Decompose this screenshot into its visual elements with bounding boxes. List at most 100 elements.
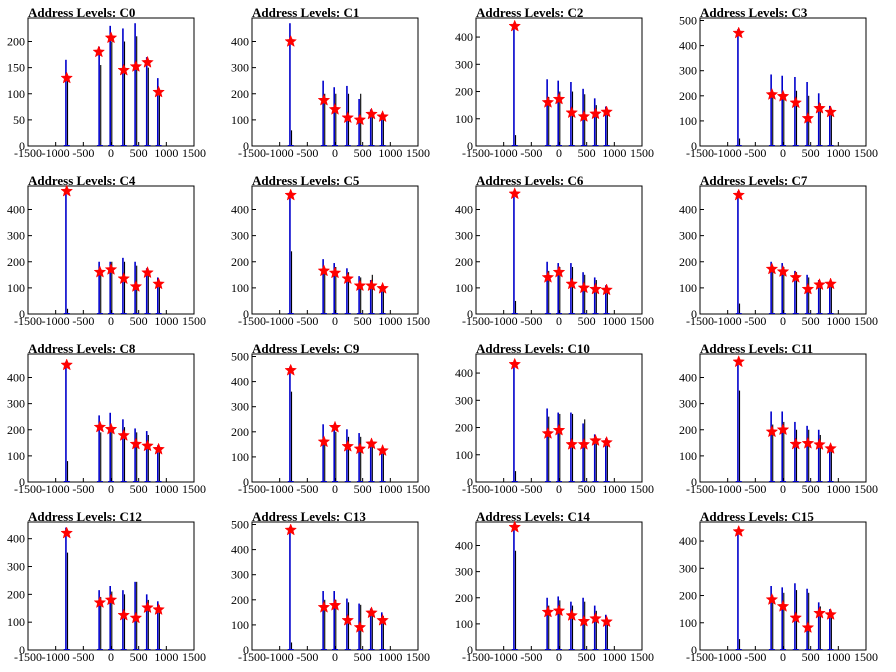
y-tick-label: 200 — [455, 591, 473, 605]
x-tick-label: -500 — [72, 650, 94, 664]
peak-star-marker — [732, 524, 746, 537]
peak-star-marker — [552, 604, 566, 617]
x-tick-label: 1500 — [854, 650, 878, 664]
y-tick-label: 100 — [7, 449, 25, 463]
peak-star-marker — [577, 437, 591, 450]
plot-frame — [699, 185, 867, 315]
y-tick-label: 100 — [455, 617, 473, 631]
peak-star-marker — [565, 608, 579, 621]
y-tick-label: 0 — [19, 139, 25, 153]
x-tick-label: 500 — [802, 314, 820, 328]
x-tick-label: -1500 — [462, 650, 490, 664]
plot-frame — [699, 521, 867, 651]
y-tick-label: 0 — [19, 475, 25, 489]
panel-title: Address Levels: C6 — [476, 173, 584, 188]
peak-star-marker — [353, 113, 367, 126]
x-tick-label: -1500 — [14, 482, 42, 496]
x-tick-label: 0 — [332, 146, 338, 160]
x-tick-label: 1000 — [826, 314, 850, 328]
x-tick-label: -1500 — [238, 650, 266, 664]
x-tick-label: 1000 — [378, 146, 402, 160]
y-tick-label: 400 — [455, 30, 473, 44]
x-tick-label: -1500 — [686, 314, 714, 328]
y-tick-label: 200 — [7, 35, 25, 49]
panel-title: Address Levels: C15 — [700, 509, 814, 524]
x-tick-label: 0 — [780, 650, 786, 664]
histogram-plot: 0 100 200 300 400 -1500 -1000 -500 0 500 1000 1500 — [7, 184, 206, 328]
y-tick-label: 400 — [455, 539, 473, 553]
peak-star-marker — [317, 93, 331, 106]
histogram-plot: 0 100 200 300 400 -1500 -1000 -500 0 500 1000 1500 — [455, 520, 654, 664]
x-tick-label: -1000 — [42, 482, 70, 496]
peak-star-marker — [589, 612, 602, 625]
peak-star-marker — [317, 600, 331, 613]
plot-frame — [699, 353, 867, 483]
peak-star-marker — [93, 265, 107, 278]
peak-star-marker — [60, 71, 74, 84]
panel-title: Address Levels: C9 — [252, 341, 360, 356]
x-tick-label: -500 — [520, 314, 542, 328]
y-tick-label: 400 — [231, 375, 249, 389]
peak-star-marker — [117, 428, 131, 441]
peak-star-marker — [541, 426, 555, 439]
x-tick-label: 1500 — [406, 314, 430, 328]
x-tick-label: -1000 — [42, 314, 70, 328]
peak-star-marker — [129, 437, 143, 450]
y-tick-label: 0 — [243, 139, 249, 153]
peak-star-marker — [776, 265, 790, 278]
peak-star-marker — [328, 420, 342, 433]
panel-title: Address Levels: C1 — [252, 5, 360, 20]
x-tick-label: 1000 — [378, 482, 402, 496]
peak-star-marker — [353, 442, 367, 455]
x-tick-label: 1500 — [406, 482, 430, 496]
x-tick-label: 0 — [780, 482, 786, 496]
y-tick-label: 300 — [231, 568, 249, 582]
x-tick-label: -500 — [744, 650, 766, 664]
y-tick-label: 0 — [243, 307, 249, 321]
x-tick-label: -1500 — [238, 482, 266, 496]
y-tick-label: 100 — [455, 281, 473, 295]
panel-title: Address Levels: C7 — [700, 173, 808, 188]
y-tick-label: 200 — [679, 589, 697, 603]
x-tick-label: 500 — [354, 146, 372, 160]
y-tick-label: 200 — [7, 255, 25, 269]
peak-star-marker — [552, 92, 566, 105]
x-tick-label: -500 — [520, 482, 542, 496]
histogram-plot: 0 50 100 150 200 -1500 -1000 -500 0 500 1000 1500 — [7, 17, 206, 160]
peak-star-marker — [801, 111, 815, 124]
plot-frame — [475, 353, 643, 483]
histogram-plot: 0 100 200 300 400 500 -1500 -1000 -500 0 500 1000 15… — [231, 518, 430, 664]
y-tick-label: 400 — [679, 534, 697, 548]
y-tick-label: 300 — [679, 561, 697, 575]
y-tick-label: 100 — [7, 281, 25, 295]
peak-star-marker — [104, 262, 118, 275]
histogram-panel: Address Levels: C13 0 100 200 300 400 500 -1500… — [224, 504, 448, 672]
y-tick-label: 400 — [7, 532, 25, 546]
peak-star-marker — [141, 439, 154, 452]
peak-star-marker — [508, 357, 522, 370]
x-tick-label: 0 — [780, 314, 786, 328]
peak-star-marker — [317, 435, 331, 448]
panel-title: Address Levels: C5 — [252, 173, 360, 188]
peak-star-marker — [541, 605, 555, 618]
x-tick-label: 500 — [578, 482, 596, 496]
peak-star-marker — [600, 283, 613, 296]
x-tick-label: -1000 — [266, 314, 294, 328]
plot-frame — [27, 185, 195, 315]
y-tick-label: 200 — [7, 587, 25, 601]
x-tick-label: 1000 — [602, 482, 626, 496]
peak-star-marker — [93, 420, 107, 433]
y-tick-label: 0 — [691, 307, 697, 321]
y-tick-label: 100 — [7, 615, 25, 629]
y-tick-label: 400 — [455, 366, 473, 380]
histogram-panel: Address Levels: C9 0 100 200 300 400 500 -1500-… — [224, 336, 448, 504]
y-tick-label: 0 — [19, 643, 25, 657]
y-tick-label: 300 — [455, 393, 473, 407]
peak-star-marker — [328, 102, 342, 115]
x-tick-label: 500 — [354, 314, 372, 328]
peak-star-marker — [365, 279, 378, 292]
x-tick-label: -1500 — [462, 482, 490, 496]
x-tick-label: -500 — [72, 146, 94, 160]
x-tick-label: 500 — [354, 650, 372, 664]
histogram-plot: 0 100 200 300 400 -1500 -1000 -500 0 500 1000 1500 — [455, 17, 654, 160]
